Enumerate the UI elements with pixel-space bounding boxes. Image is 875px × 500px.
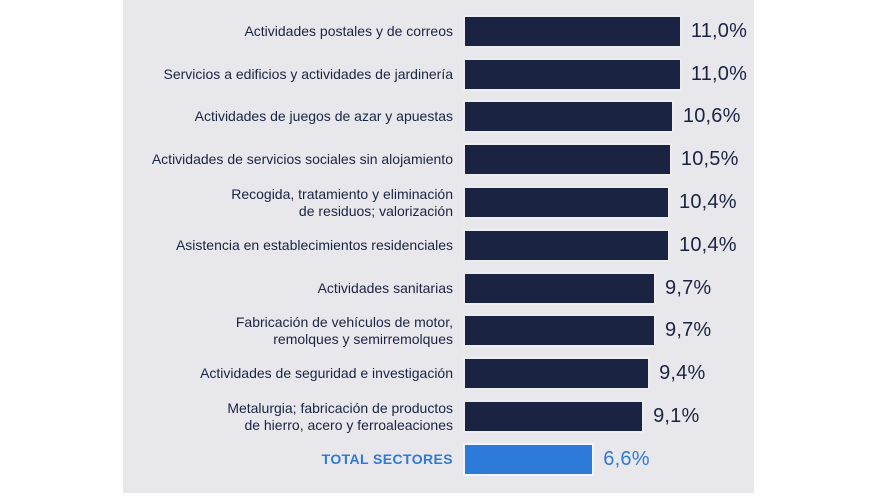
category-label: Metalurgia; fabricación de productos de … <box>227 399 453 433</box>
total-bar <box>463 442 595 476</box>
category-label: Servicios a edificios y actividades de j… <box>163 65 453 82</box>
chart-panel: Actividades postales y de correos 11,0% Se… <box>123 0 754 493</box>
category-label: Actividades postales y de correos <box>244 22 453 39</box>
value-bar <box>463 271 656 305</box>
chart-row: Actividades de juegos de azar y apuestas… <box>123 96 754 139</box>
chart-row: Servicios a edificios y actividades de j… <box>123 53 754 96</box>
value-label: 10,4% <box>679 233 737 256</box>
value-bar <box>463 143 672 177</box>
value-bar <box>463 57 682 91</box>
value-bar <box>463 100 674 134</box>
value-label: 9,4% <box>659 362 706 385</box>
category-label: TOTAL SECTORES <box>321 450 453 467</box>
value-bar <box>463 314 656 348</box>
chart-row: Actividades postales y de correos 11,0% <box>123 10 754 53</box>
chart-row-total: TOTAL SECTORES 6,6% <box>123 438 754 481</box>
chart-row: Actividades sanitarias 9,7% <box>123 267 754 310</box>
category-label: Actividades de juegos de azar y apuestas <box>194 108 453 125</box>
value-bar <box>463 186 670 220</box>
category-label: Recogida, tratamiento y eliminación de r… <box>231 185 453 219</box>
value-label: 10,4% <box>679 191 737 214</box>
value-label: 9,1% <box>653 405 700 428</box>
value-label: 10,6% <box>682 105 741 128</box>
chart-row: Metalurgia; fabricación de productos de … <box>123 395 754 438</box>
bar-rows-container: Actividades postales y de correos 11,0% Se… <box>123 10 754 481</box>
chart-row: Actividades de servicios sociales sin al… <box>123 138 754 181</box>
value-label: 9,7% <box>665 276 712 299</box>
category-label: Actividades de servicios sociales sin al… <box>151 151 453 168</box>
category-label: Actividades sanitarias <box>317 279 453 296</box>
category-label: Fabricación de vehículos de motor, remol… <box>235 313 453 347</box>
chart-row: Fabricación de vehículos de motor, remol… <box>123 310 754 353</box>
value-label: 6,6% <box>603 447 650 470</box>
category-label: Actividades de seguridad e investigación <box>200 365 453 382</box>
chart-row: Recogida, tratamiento y eliminación de r… <box>123 181 754 224</box>
category-label: Asistencia en establecimientos residenci… <box>175 236 453 253</box>
value-label: 11,0% <box>690 19 748 42</box>
chart-row: Asistencia en establecimientos residenci… <box>123 224 754 267</box>
value-bar <box>463 400 645 434</box>
value-bar <box>463 14 682 48</box>
value-bar <box>463 228 670 262</box>
value-label: 11,0% <box>690 62 748 85</box>
value-bar <box>463 357 651 391</box>
value-label: 10,5% <box>680 148 739 171</box>
chart-row: Actividades de seguridad e investigación… <box>123 352 754 395</box>
value-label: 9,7% <box>665 319 712 342</box>
